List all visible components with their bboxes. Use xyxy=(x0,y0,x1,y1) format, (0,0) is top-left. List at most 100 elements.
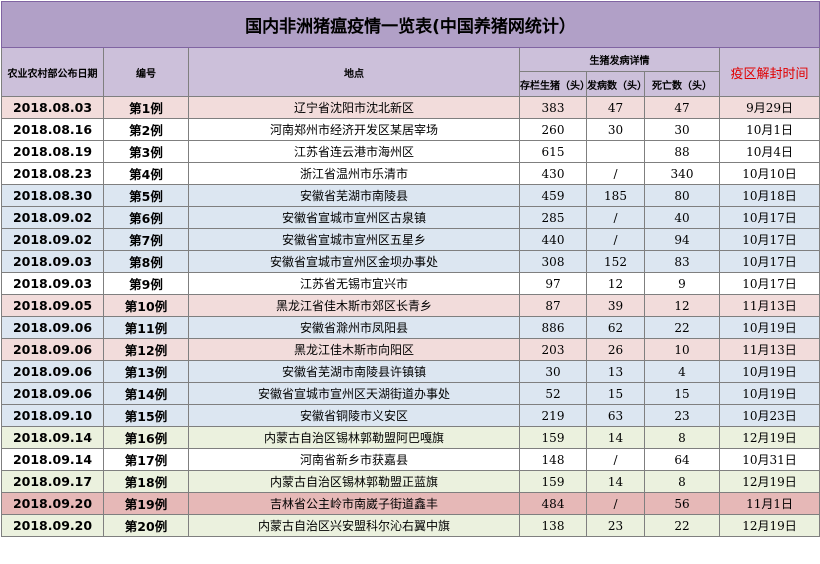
dead-cell: 80 xyxy=(644,184,720,207)
table-row: 2018.08.16 第2例 河南郑州市经济开发区某居宰场 260 30 30 10月1日 xyxy=(1,118,820,141)
stock-cell: 484 xyxy=(519,492,587,515)
table-row: 2018.09.02 第7例 安徽省宣城市宣州区五星乡 440/94 10月17日 xyxy=(1,228,820,251)
table-row: 2018.09.06 第11例 安徽省滁州市凤阳县 886 62 22 10月19日 xyxy=(1,316,820,339)
dead-cell: 9 xyxy=(644,272,720,295)
date-cell: 2018.09.14 xyxy=(1,448,104,471)
dead-cell: 47 xyxy=(644,96,720,119)
date-cell: 2018.09.02 xyxy=(1,206,104,229)
date-cell: 2018.09.10 xyxy=(1,404,104,427)
header-row-2: 存栏生猪（头） 发病数（头） 死亡数（头） xyxy=(2,71,820,97)
table-title: 国内非洲猪瘟疫情一览表(中国养猪网统计） xyxy=(0,1,820,48)
unlock-date-cell: 10月17日 xyxy=(718,272,820,295)
sick-cell: 62 xyxy=(586,316,645,339)
stock-cell: 159 xyxy=(519,426,587,449)
stock-cell: 459 xyxy=(519,184,587,207)
unlock-date-cell: 10月17日 xyxy=(718,206,820,229)
number-cell: 第3例 xyxy=(103,140,189,163)
stock-cell: 87 xyxy=(519,294,587,317)
location-cell: 吉林省公主岭市南崴子街道鑫丰 xyxy=(188,492,520,515)
stock-cell: 285 xyxy=(519,206,587,229)
dead-cell: 10 xyxy=(644,338,720,361)
sick-cell: / xyxy=(586,492,645,515)
stock-cell: 52 xyxy=(519,382,587,405)
unlock-date-cell: 10月18日 xyxy=(718,184,820,207)
sick-cell: 185 xyxy=(586,184,645,207)
header-row-1: 农业农村部公布日期 编号 地点 生猪发病详情 疫区解封时间 xyxy=(1,47,820,97)
location-cell: 安徽省宣城市宣州区古泉镇 xyxy=(188,206,520,229)
dead-cell: 56 xyxy=(644,492,720,515)
dead-cell: 23 xyxy=(644,404,720,427)
unlock-date-cell: 12月19日 xyxy=(718,470,820,493)
number-cell: 第17例 xyxy=(103,448,189,471)
date-cell: 2018.09.06 xyxy=(1,316,104,339)
outbreak-table: 国内非洲猪瘟疫情一览表(中国养猪网统计） 农业农村部公布日期 编号 地点 生猪发… xyxy=(0,1,820,537)
unlock-date-cell: 10月10日 xyxy=(718,162,820,185)
dead-cell: 64 xyxy=(644,448,720,471)
header-dead: 死亡数（头） xyxy=(644,71,720,97)
location-cell: 内蒙古自治区锡林郭勒盟正蓝旗 xyxy=(188,470,520,493)
stock-cell: 440 xyxy=(519,228,587,251)
unlock-date-cell: 10月1日 xyxy=(718,118,820,141)
stock-cell: 886 xyxy=(519,316,587,339)
date-cell: 2018.09.05 xyxy=(1,294,104,317)
stock-cell: 159 xyxy=(519,470,587,493)
sick-cell: 39 xyxy=(586,294,645,317)
sick-cell: 14 xyxy=(586,426,645,449)
sick-cell: / xyxy=(586,162,645,185)
dead-cell: 8 xyxy=(644,470,720,493)
sick-cell: 30 xyxy=(586,118,645,141)
sick-cell: 23 xyxy=(586,514,645,537)
header-date: 农业农村部公布日期 xyxy=(1,47,104,97)
sick-cell: 63 xyxy=(586,404,645,427)
table-row: 2018.09.03 第8例 安徽省宣城市宣州区金坝办事处 308 152 83 10月17… xyxy=(1,250,820,273)
stock-cell: 203 xyxy=(519,338,587,361)
location-cell: 安徽省滁州市凤阳县 xyxy=(188,316,520,339)
location-cell: 安徽省芜湖市南陵县许镇镇 xyxy=(188,360,520,383)
location-cell: 辽宁省沈阳市沈北新区 xyxy=(188,96,520,119)
dead-cell: 12 xyxy=(644,294,720,317)
sick-cell: / xyxy=(586,228,645,251)
number-cell: 第15例 xyxy=(103,404,189,427)
number-cell: 第14例 xyxy=(103,382,189,405)
table-row: 2018.09.20 第20例 内蒙古自治区兴安盟科尔沁右翼中旗 138 23 22 12月… xyxy=(1,514,820,537)
number-cell: 第13例 xyxy=(103,360,189,383)
table-row: 2018.08.23 第4例 浙江省温州市乐清市 430/340 10月10日 xyxy=(1,162,820,185)
date-cell: 2018.09.02 xyxy=(1,228,104,251)
number-cell: 第10例 xyxy=(103,294,189,317)
location-cell: 安徽省铜陵市义安区 xyxy=(188,404,520,427)
number-cell: 第19例 xyxy=(103,492,189,515)
date-cell: 2018.08.16 xyxy=(1,118,104,141)
table-row: 2018.09.05 第10例 黑龙江省佳木斯市郊区长青乡 87 39 12 11月13日 xyxy=(1,294,820,317)
sick-cell: / xyxy=(586,206,645,229)
unlock-date-cell: 12月19日 xyxy=(718,426,820,449)
dead-cell: 22 xyxy=(644,514,720,537)
table-row: 2018.09.06 第12例 黑龙江佳木斯市向阳区 203 26 10 11月13日 xyxy=(1,338,820,361)
stock-cell: 383 xyxy=(519,96,587,119)
stock-cell: 219 xyxy=(519,404,587,427)
location-cell: 安徽省宣城市宣州区五星乡 xyxy=(188,228,520,251)
header-location: 地点 xyxy=(188,47,520,97)
number-cell: 第5例 xyxy=(103,184,189,207)
dead-cell: 88 xyxy=(644,140,720,163)
table-row: 2018.09.20 第19例 吉林省公主岭市南崴子街道鑫丰 484/56 11月1日 xyxy=(1,492,820,515)
unlock-date-cell: 10月19日 xyxy=(718,382,820,405)
date-cell: 2018.09.06 xyxy=(1,382,104,405)
sick-cell: 15 xyxy=(586,382,645,405)
sick-cell: 13 xyxy=(586,360,645,383)
dead-cell: 4 xyxy=(644,360,720,383)
location-cell: 江苏省连云港市海州区 xyxy=(188,140,520,163)
unlock-date-cell: 10月31日 xyxy=(718,448,820,471)
table-row: 2018.08.19 第3例 江苏省连云港市海州区 615 88 10月4日 xyxy=(1,140,820,163)
unlock-date-cell: 10月4日 xyxy=(718,140,820,163)
location-cell: 安徽省芜湖市南陵县 xyxy=(188,184,520,207)
sick-cell xyxy=(586,140,645,163)
location-cell: 黑龙江省佳木斯市郊区长青乡 xyxy=(188,294,520,317)
number-cell: 第16例 xyxy=(103,426,189,449)
table-row: 2018.09.10 第15例 安徽省铜陵市义安区 219 63 23 10月23日 xyxy=(1,404,820,427)
unlock-date-cell: 11月13日 xyxy=(718,294,820,317)
table-row: 2018.09.03 第9例 江苏省无锡市宜兴市 97 12 9 10月17日 xyxy=(1,272,820,295)
sick-cell: / xyxy=(586,448,645,471)
date-cell: 2018.08.03 xyxy=(1,96,104,119)
date-cell: 2018.09.03 xyxy=(1,272,104,295)
stock-cell: 430 xyxy=(519,162,587,185)
